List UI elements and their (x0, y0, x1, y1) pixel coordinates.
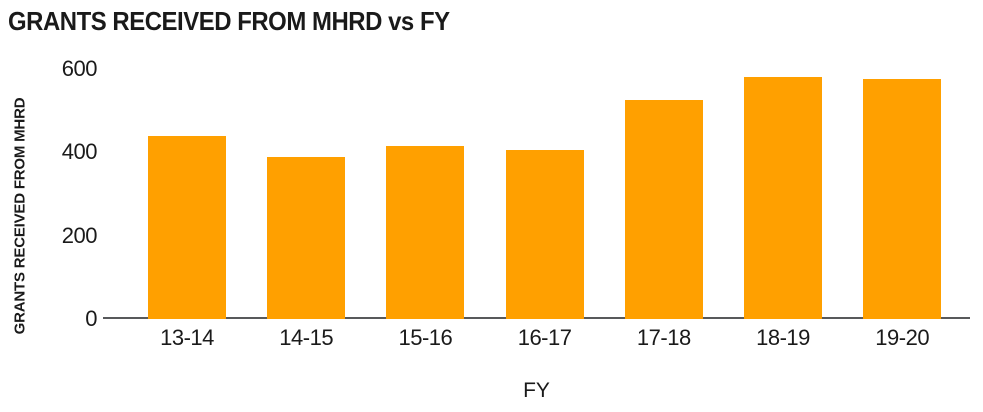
y-axis-tick-labels: 0 200 400 600 (0, 58, 98, 330)
x-axis-tick-labels: 13-14 14-15 15-16 16-17 17-18 18-19 19-20 (103, 327, 970, 353)
plot-area (103, 69, 970, 319)
bar-19-20 (863, 79, 942, 319)
chart-title: GRANTS RECEIVED FROM MHRD vs FY (8, 6, 450, 36)
bar-16-17 (505, 150, 584, 319)
bar-14-15 (267, 156, 346, 319)
y-tick-label-600: 600 (61, 56, 98, 81)
x-tick-label-17-18: 17-18 (636, 325, 691, 350)
x-tick-label-13-14: 13-14 (160, 325, 214, 350)
y-tick-label-0: 0 (85, 306, 97, 331)
y-tick-label-400: 400 (61, 139, 98, 165)
y-tick-label-200: 200 (61, 222, 98, 248)
bar-18-19 (744, 77, 822, 319)
x-axis-title: FY (523, 379, 550, 402)
bar-13-14 (148, 135, 226, 319)
bar-15-16 (386, 146, 465, 319)
x-tick-label-15-16: 15-16 (398, 325, 453, 350)
x-tick-label-16-17: 16-17 (517, 325, 572, 350)
x-tick-label-14-15: 14-15 (279, 325, 334, 350)
x-tick-label-18-19: 18-19 (756, 325, 810, 350)
bar-17-18 (624, 100, 703, 319)
x-tick-label-19-20: 19-20 (875, 325, 930, 350)
